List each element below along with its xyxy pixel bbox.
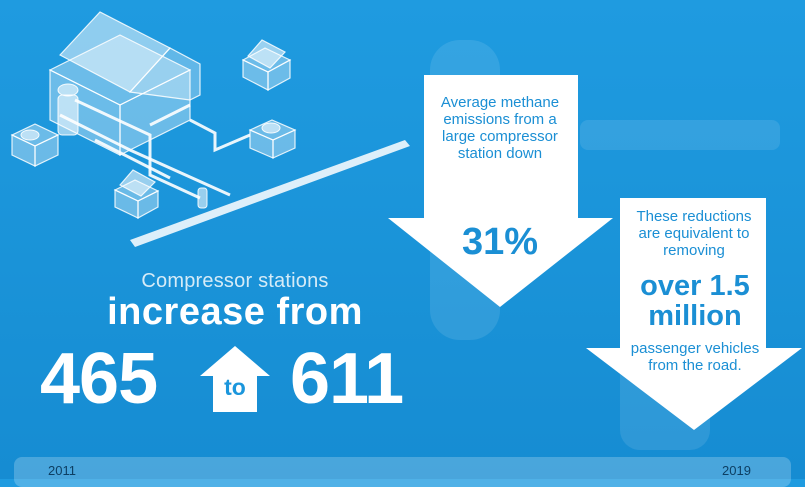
background-pipe-shape (580, 120, 780, 150)
emissions-reduction-value: 31% (461, 221, 539, 263)
up-arrow-icon (200, 346, 270, 412)
down-arrow-icon (586, 198, 802, 430)
timeline-start-year: 2011 (48, 463, 76, 478)
headline-title: increase from (107, 291, 363, 333)
vehicles-removed-value: over 1.5 million (640, 270, 750, 332)
headline-subtitle: Compressor stations (141, 270, 329, 292)
vehicles-outro-text: passenger vehicles from the road. (630, 340, 760, 374)
station-count-from: 465 (40, 339, 158, 419)
timeline-end-year: 2019 (722, 463, 751, 478)
emissions-description: Average methane emissions from a large c… (440, 94, 560, 162)
station-count-to: 611 (290, 339, 404, 419)
compressor-station-illustration-icon (10, 11, 410, 247)
vehicles-intro-text: These reductions are equivalent to remov… (636, 208, 752, 259)
connector-label: to (224, 374, 246, 400)
timeline-bar (14, 457, 791, 487)
down-arrow-icon (388, 75, 613, 307)
